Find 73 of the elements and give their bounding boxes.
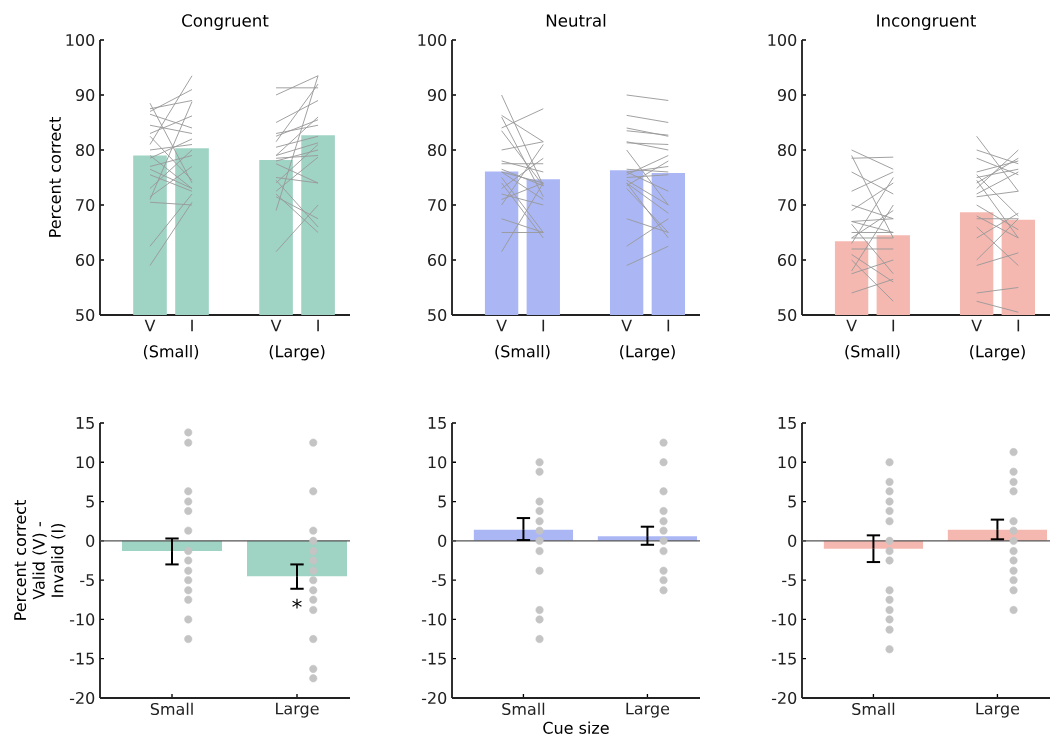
text: (Small) [495,345,550,360]
y-tick-label: 5 [438,495,446,508]
y-tick-label: -10 [69,613,95,626]
y-tick-label: 0 [438,534,447,547]
x-tick-label: I [1017,319,1020,332]
x-tick-label: V [144,319,156,332]
x-tick-label: Small [150,702,193,716]
y-tick-label: 100 [66,33,95,47]
text: (Small) [845,345,900,360]
y-tick-label: 0 [788,534,797,547]
text: (Small) [143,345,199,360]
text: (Large) [620,345,675,361]
y-tick-label: 5 [788,495,796,508]
y-tick-label: -5 [432,574,446,587]
y-tick-label: 70 [428,198,447,212]
y-tick-label: 70 [778,198,797,212]
y-tick-label: 60 [778,253,797,267]
x-tick-label: I [191,319,193,332]
y-tick-label: 5 [86,495,94,508]
x-tick-label: V [846,319,857,332]
y-tick-label: 15 [778,417,796,429]
y-axis-title: Percent correct [49,117,61,237]
text: (Large) [269,345,325,361]
y-tick-label: 10 [76,456,95,469]
chart-title: Congruent [182,14,269,31]
y-tick-label: 10 [778,456,797,469]
x-tick-label: Large [626,702,670,718]
x-tick-label: I [892,319,895,332]
y-tick-label: 50 [76,308,95,322]
y-tick-label: 70 [76,198,95,212]
y-tick-label: 50 [778,308,797,322]
y-tick-label: 80 [428,143,447,157]
annotation: * [292,598,302,609]
x-tick-label: Large [976,702,1020,718]
y-tick-label: -20 [69,691,95,705]
x-tick-label: I [317,319,319,332]
y-tick-label: 0 [86,534,95,547]
y-tick-label: -15 [421,652,446,665]
y-tick-label: -5 [80,574,94,587]
y-tick-label: -20 [771,691,797,705]
y-tick-label: 60 [428,253,447,267]
y-tick-label: -15 [771,652,796,665]
y-tick-label: 60 [76,253,95,267]
chart-title: Neutral [546,13,606,27]
text: (Large) [970,345,1025,361]
y-tick-label: -15 [69,652,94,665]
y-tick-label: 80 [76,143,95,157]
y-tick-label: 100 [768,33,797,47]
y-tick-label: 90 [777,88,797,102]
y-axis-title: Percent correct Valid (V) - Invalid (I) [14,500,66,620]
y-tick-label: 100 [418,33,447,47]
y-tick-label: -20 [421,691,447,705]
chart-title: Incongruent [877,14,976,31]
x-tick-label: I [667,319,670,332]
x-tick-label: Large [276,702,319,718]
y-tick-label: 10 [428,456,447,469]
x-tick-label: V [971,319,982,332]
x-tick-label: V [270,319,282,332]
x-tick-label: V [621,319,632,332]
y-tick-label: 50 [428,308,447,322]
y-tick-label: -10 [771,613,797,626]
y-tick-label: 15 [428,417,446,429]
y-tick-label: 15 [76,417,94,429]
x-axis-title: Cue size [543,721,609,734]
x-tick-label: I [542,319,545,332]
y-tick-label: 90 [427,88,447,102]
x-tick-label: Small [502,702,545,716]
y-tick-label: -10 [421,613,447,626]
y-tick-label: 80 [778,143,797,157]
y-tick-label: -5 [782,574,796,587]
x-tick-label: V [496,319,507,332]
y-tick-label: 90 [75,88,95,102]
x-tick-label: Small [852,702,895,716]
